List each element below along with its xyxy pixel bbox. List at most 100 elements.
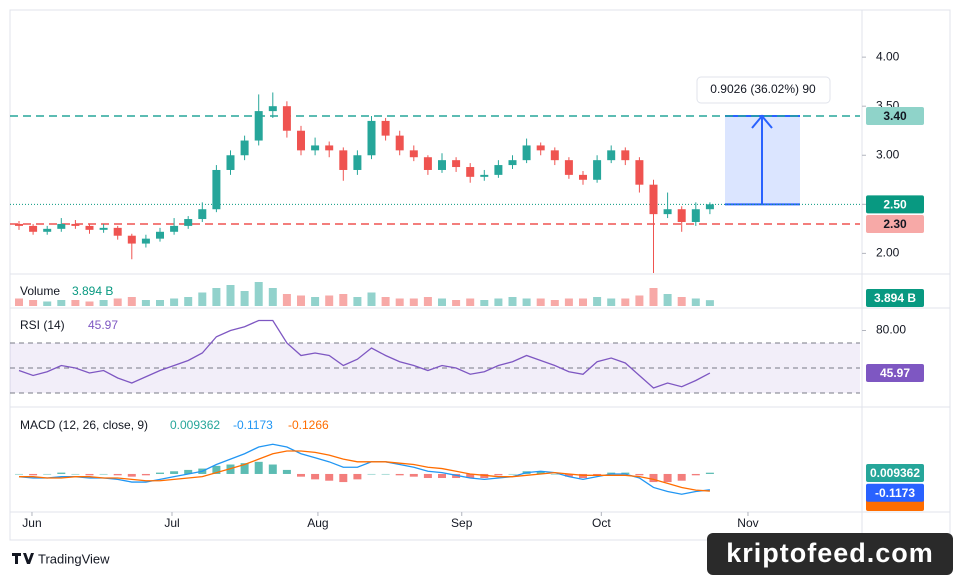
macd-histogram-bar — [367, 473, 376, 475]
volume-bar — [593, 297, 602, 306]
candle-body — [494, 165, 503, 175]
x-tick-label: Nov — [737, 516, 758, 530]
macd-histogram-bar — [579, 473, 587, 479]
price-level-badge: 2.30 — [883, 217, 907, 231]
candle-body — [297, 130, 305, 151]
macd-histogram-bar — [71, 473, 80, 475]
macd-legend-signal: -0.1266 — [288, 418, 329, 432]
candle-body — [593, 160, 602, 180]
volume-bar — [691, 298, 700, 306]
candle-body — [367, 120, 376, 156]
candle-body — [43, 228, 52, 232]
candle-body — [409, 150, 418, 158]
volume-bar — [226, 285, 235, 306]
candle-body — [184, 219, 193, 226]
candle-body — [212, 169, 221, 210]
y-tick-label: 80.00 — [876, 323, 906, 337]
macd-histogram-bar — [339, 473, 348, 483]
volume-bar — [170, 298, 179, 306]
macd-histogram-bar — [663, 473, 672, 483]
candle-body — [339, 150, 348, 170]
macd-histogram-bar — [452, 473, 461, 479]
rsi-legend: RSI (14) — [20, 318, 65, 332]
candle-body — [564, 160, 573, 175]
candle-body — [536, 145, 545, 151]
volume-bar — [311, 297, 320, 306]
candle-body — [254, 111, 263, 141]
volume-bar — [522, 298, 531, 306]
candle-body — [268, 106, 277, 112]
volume-bar — [579, 298, 587, 306]
volume-badge: 3.894 B — [874, 291, 916, 305]
macd-histogram-bar — [635, 473, 644, 476]
y-tick-label: 3.00 — [876, 147, 900, 161]
volume-bar — [43, 301, 52, 306]
candle-body — [29, 225, 38, 232]
macd-histogram-bar — [536, 471, 545, 474]
candle-body — [226, 155, 235, 170]
x-tick-label: Sep — [451, 516, 473, 530]
volume-bar — [156, 300, 164, 306]
candle-body — [311, 145, 320, 151]
watermark-box — [707, 533, 953, 575]
x-tick-label: Oct — [592, 516, 611, 530]
macd-histogram-bar — [607, 472, 616, 474]
macd-histogram-bar — [15, 473, 23, 475]
macd-histogram-bar — [550, 473, 559, 475]
candle-body — [649, 184, 658, 215]
macd-histogram-bar — [85, 473, 94, 476]
candle-body — [621, 150, 630, 161]
volume-bar — [240, 291, 249, 306]
volume-bar — [282, 294, 291, 306]
candle-body — [85, 225, 94, 230]
volume-bar — [494, 298, 503, 306]
macd-histogram-bar — [43, 473, 52, 475]
y-tick-label: 4.00 — [876, 49, 900, 63]
volume-bar — [297, 295, 305, 306]
candle-body — [113, 227, 122, 236]
volume-bar — [325, 295, 334, 306]
macd-histogram-bar — [705, 472, 714, 474]
logo-icon — [12, 553, 34, 564]
candle-body — [156, 231, 164, 239]
rsi-line — [18, 319, 711, 389]
candle-body — [522, 145, 531, 161]
macd-legend-histogram: 0.009362 — [170, 418, 220, 432]
price-level-badge: 2.50 — [883, 197, 907, 211]
candle-body — [395, 135, 404, 151]
macd-histogram-bar — [240, 463, 249, 474]
volume-bar — [141, 300, 150, 306]
volume-bar — [438, 298, 446, 306]
candle-body — [57, 223, 66, 229]
volume-bar — [621, 298, 630, 306]
volume-badge-bg — [866, 289, 924, 307]
macd-histogram-bar — [494, 473, 503, 476]
measure-label: 0.9026 (36.02%) 90 — [710, 82, 816, 96]
rsi-badge: 45.97 — [880, 366, 910, 380]
volume-bar — [353, 297, 362, 306]
volume-bar — [85, 301, 94, 306]
candle-body — [438, 160, 446, 170]
macd-histogram-bar — [325, 473, 334, 481]
candle-body — [99, 227, 108, 230]
macd-histogram-bar — [156, 472, 164, 474]
macd-histogram-bar — [621, 472, 630, 474]
volume-bar — [550, 300, 559, 306]
candle-body — [353, 155, 362, 170]
macd-histogram-bar — [423, 473, 432, 479]
watermark: kriptofeed.com — [726, 538, 934, 568]
volume-bar — [635, 295, 644, 306]
volume-bar — [15, 298, 23, 306]
macd-histogram-bar — [508, 473, 517, 475]
volume-bar — [198, 292, 207, 306]
macd-histogram-bar — [184, 469, 193, 474]
volume-bar — [57, 300, 66, 306]
volume-bar — [184, 297, 193, 306]
macd-histogram-bar — [297, 473, 305, 477]
macd-histogram-bar — [282, 469, 291, 474]
candle-body — [452, 160, 461, 168]
candle-body — [677, 209, 686, 222]
candle-body — [240, 140, 249, 156]
measure-arrow — [751, 114, 773, 205]
